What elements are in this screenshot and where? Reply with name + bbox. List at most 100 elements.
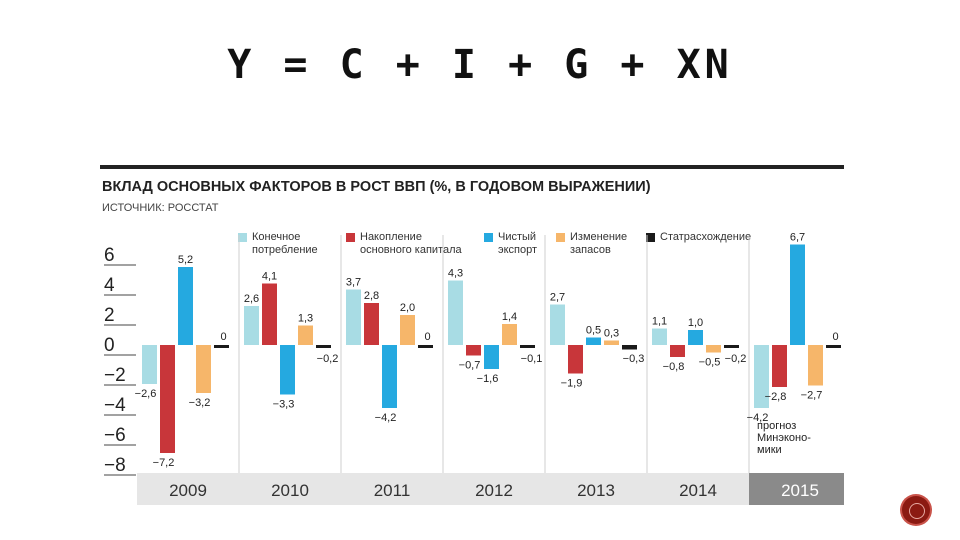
x-category-cell [443, 473, 545, 505]
bar [706, 345, 721, 353]
bar [688, 330, 703, 345]
data-label: −0,2 [725, 353, 747, 365]
x-category-label: 2014 [679, 481, 717, 500]
bar [214, 345, 229, 348]
bar [604, 340, 619, 345]
legend-label-line: Конечное [252, 231, 301, 243]
legend-label-line: запасов [570, 244, 611, 256]
x-category-label: 2012 [475, 481, 513, 500]
data-label: −0,5 [699, 357, 721, 369]
y-tick-label: −8 [104, 455, 126, 476]
bar [364, 303, 379, 345]
slide-title: Y = C + I + G + XN [227, 42, 733, 88]
x-category-label: 2009 [169, 481, 207, 500]
bar [244, 306, 259, 345]
data-label: −7,2 [153, 457, 175, 469]
bar [622, 345, 637, 350]
data-label: −0,3 [623, 353, 645, 365]
data-label: −4,2 [747, 412, 769, 424]
bar [808, 345, 823, 386]
data-label: −4,2 [375, 412, 397, 424]
data-label: −0,2 [317, 353, 339, 365]
y-tick-label: 2 [104, 305, 115, 326]
data-label: 0 [832, 331, 838, 343]
bar [586, 337, 601, 345]
data-label: −1,6 [477, 373, 499, 385]
y-tick-label: −4 [104, 395, 126, 416]
bar [448, 280, 463, 345]
data-label: 2,0 [400, 302, 415, 314]
legend-label-line: потребление [252, 244, 318, 256]
bar [502, 324, 517, 345]
legend-label-line: Чистый [498, 231, 537, 243]
data-label: 1,4 [502, 311, 517, 323]
forecast-annotation: прогноз Минэконо- мики [757, 420, 837, 456]
bar [346, 289, 361, 345]
data-label: −0,7 [459, 360, 481, 372]
data-label: 6,7 [790, 232, 805, 244]
bar [178, 267, 193, 345]
annotation-line: Минэконо- [757, 432, 811, 444]
data-label: 1,3 [298, 313, 313, 325]
x-category-label: 2013 [577, 481, 615, 500]
y-tick-label: −2 [104, 365, 126, 386]
x-category-label: 2015 [781, 481, 819, 500]
data-label: 2,6 [244, 293, 259, 305]
bar [790, 244, 805, 345]
x-category-cell [749, 473, 844, 505]
bar [652, 328, 667, 345]
chart-plot: 6420−2−4−6−82009−2,6−7,25,2−3,2020102,64… [104, 232, 844, 505]
bar [142, 345, 157, 384]
bar [484, 345, 499, 369]
bar [550, 304, 565, 345]
y-tick-label: −6 [104, 425, 126, 446]
bar [568, 345, 583, 374]
data-label: 4,1 [262, 271, 277, 283]
x-category-cell [341, 473, 443, 505]
data-label: 0,3 [604, 328, 619, 340]
data-label: −3,2 [189, 397, 211, 409]
x-category-label: 2011 [374, 481, 411, 500]
annotation-line: мики [757, 444, 782, 456]
data-label: −2,7 [801, 390, 823, 402]
x-category-cell [137, 473, 239, 505]
y-tick-label: 0 [104, 335, 115, 356]
annotation-line: прогноз [757, 420, 797, 432]
legend-label-line: Изменение [570, 231, 628, 243]
y-tick-label: 6 [104, 245, 115, 266]
legend-swatch-inventory [556, 233, 565, 242]
data-label: 1,0 [688, 317, 703, 329]
legend-label-line: Статрасхождение [660, 231, 752, 243]
legend-swatch-discrepancy [646, 233, 655, 242]
bar [670, 345, 685, 357]
data-label: −1,9 [561, 378, 583, 390]
x-category-cell [545, 473, 647, 505]
bar [382, 345, 397, 408]
x-category-label: 2010 [271, 481, 309, 500]
legend-label-line: Накопление [360, 231, 422, 243]
data-label: 4,3 [448, 268, 463, 280]
bar [520, 345, 535, 348]
slide-number-badge [902, 496, 930, 524]
chart-top-rule [100, 165, 844, 169]
legend-swatch-export [484, 233, 493, 242]
bar [754, 345, 769, 408]
bar [418, 345, 433, 348]
data-label: 2,8 [364, 290, 379, 302]
data-label: −0,1 [521, 353, 543, 365]
bar [298, 325, 313, 345]
bar [400, 315, 415, 345]
chart-title: ВКЛАД ОСНОВНЫХ ФАКТОРОВ В РОСТ ВВП (%, В… [102, 179, 651, 195]
legend-swatch-capital [346, 233, 355, 242]
legend-swatch-consumption [238, 233, 247, 242]
data-label: 5,2 [178, 254, 193, 266]
legend-label-line: основного капитала [360, 244, 462, 256]
data-label: −0,8 [663, 361, 685, 373]
bar [262, 283, 277, 345]
data-label: 0,5 [586, 325, 601, 337]
legend-label-line: экспорт [498, 244, 538, 256]
data-label: 2,7 [550, 292, 565, 304]
bar [826, 345, 841, 348]
bar [466, 345, 481, 356]
x-category-cell [647, 473, 749, 505]
